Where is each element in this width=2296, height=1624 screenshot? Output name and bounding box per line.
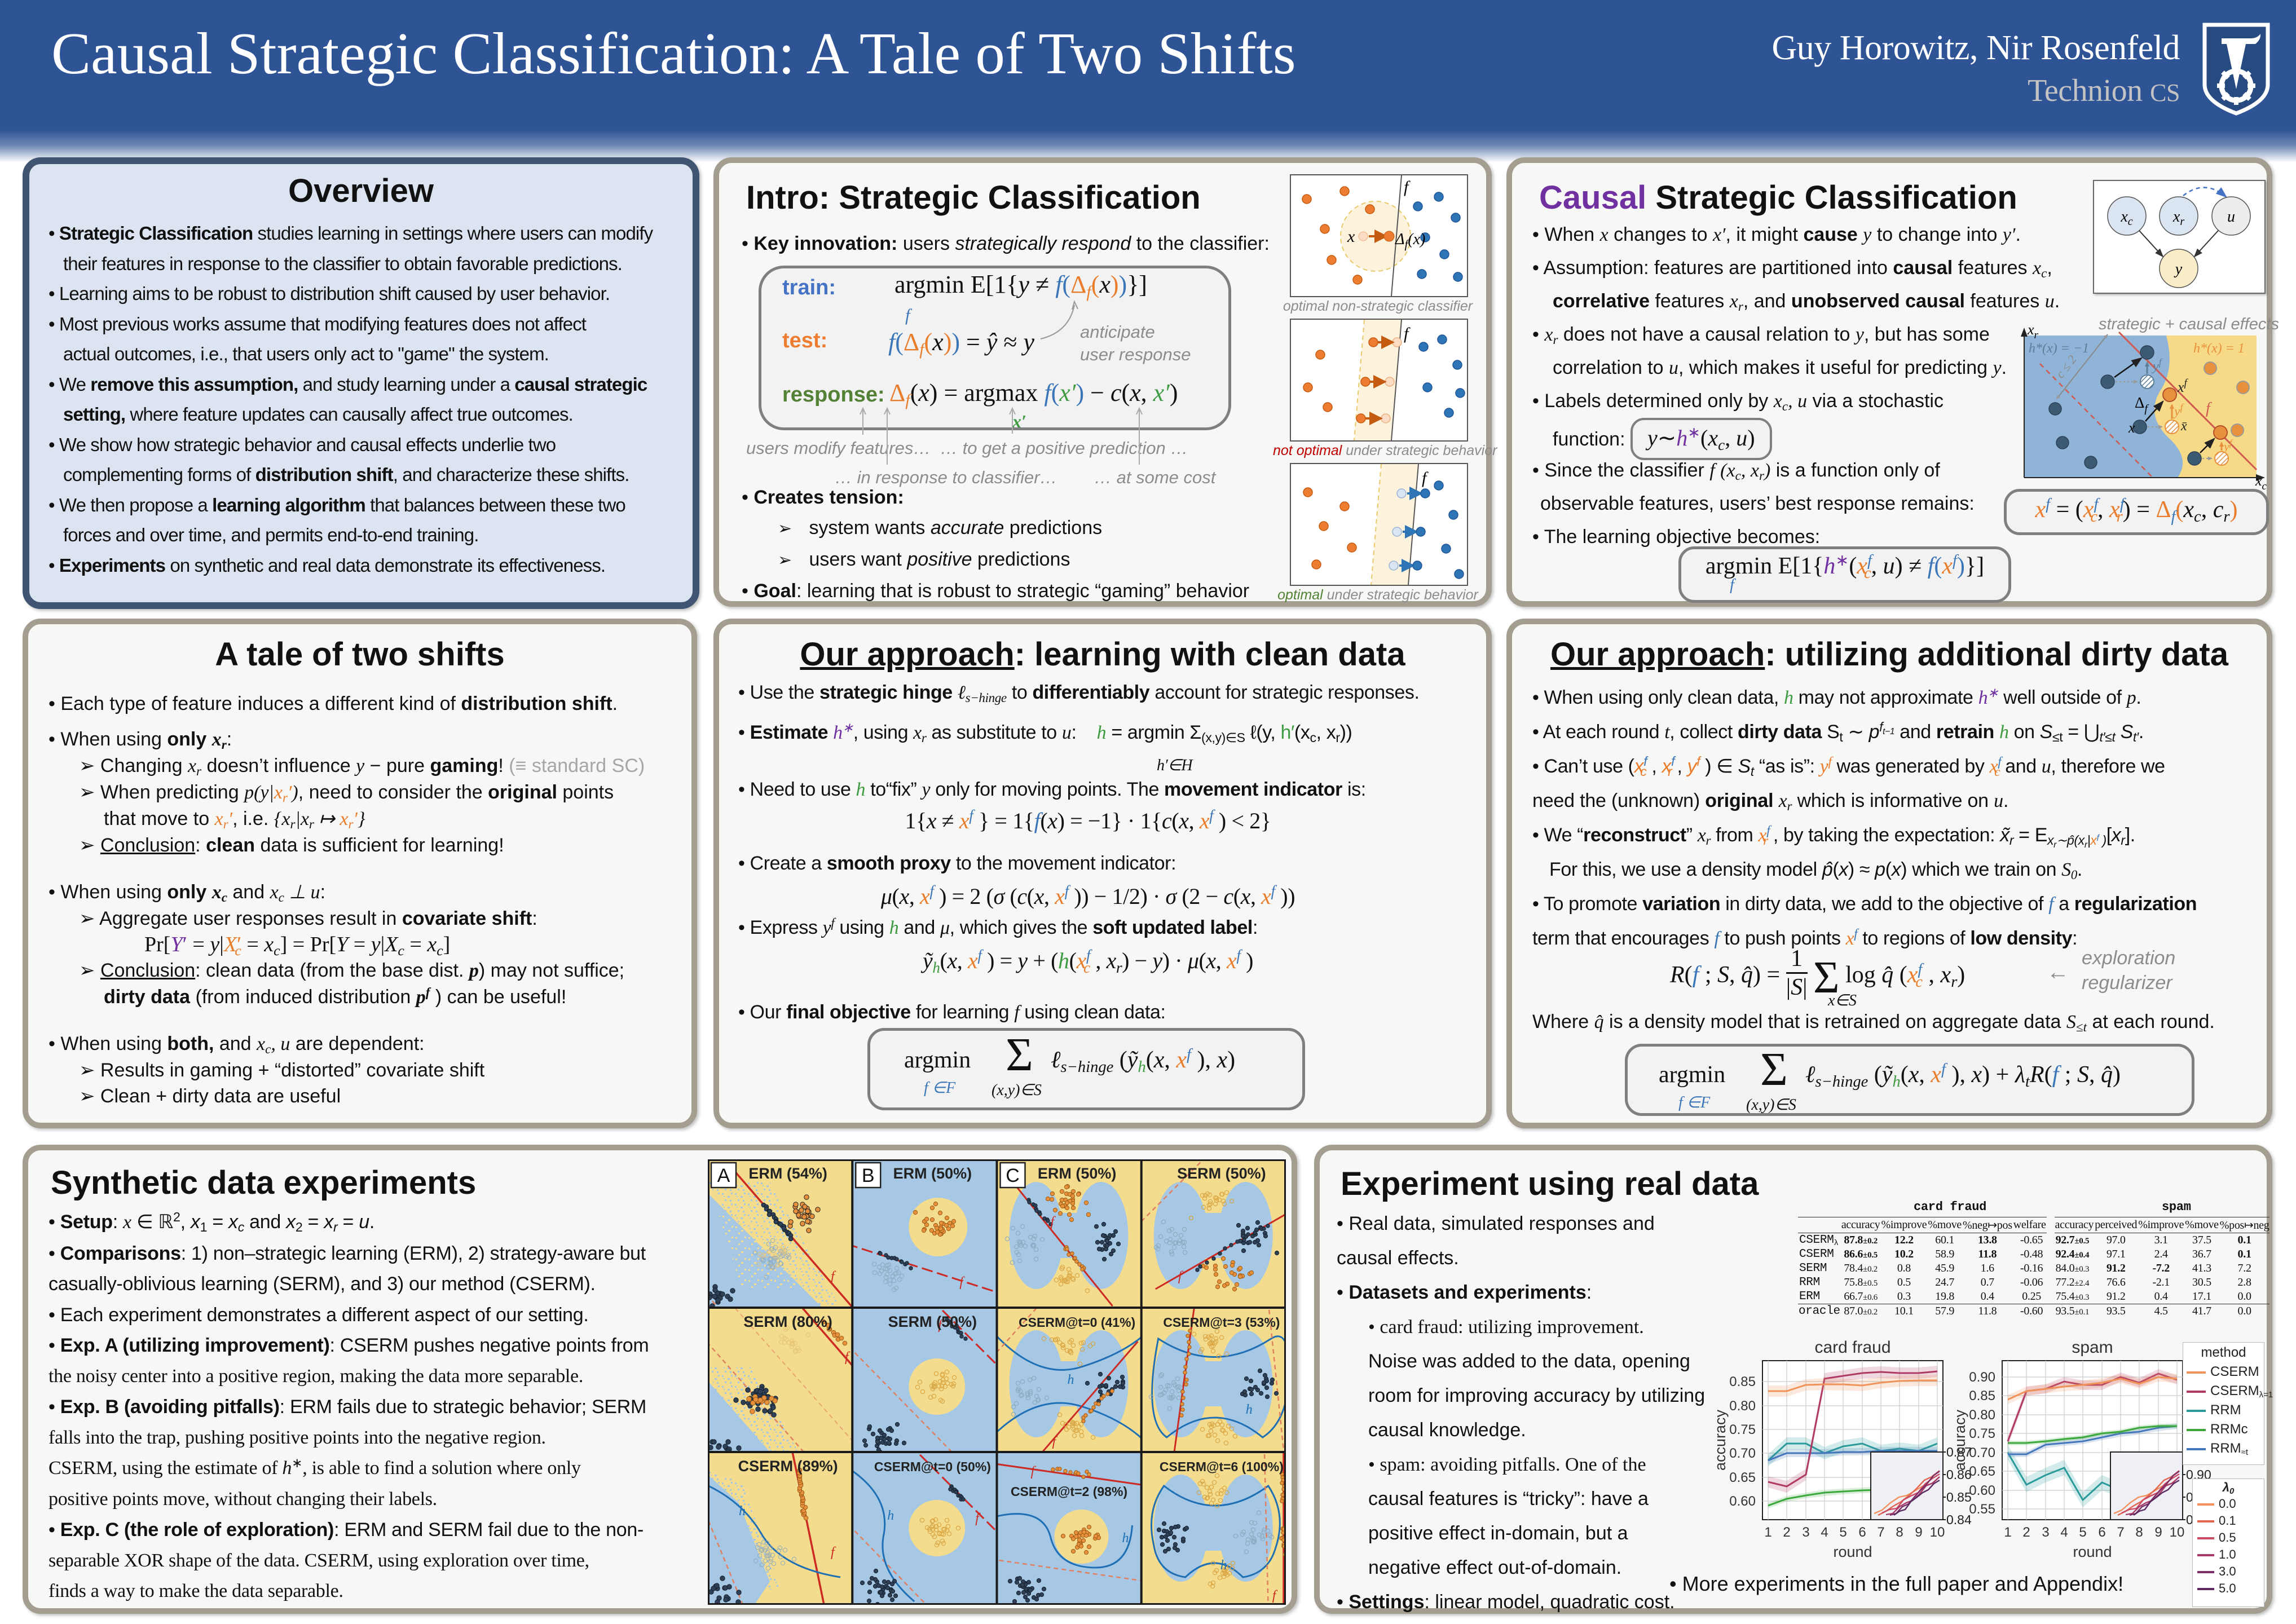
svg-text:0.70: 0.70 [1969,1445,1995,1460]
svg-text:f: f [831,1545,836,1560]
svg-text:0.85: 0.85 [1946,1490,1972,1504]
svg-text:CSERM@t=2 (98%): CSERM@t=2 (98%) [1011,1484,1127,1499]
svg-text:2: 2 [2022,1525,2030,1540]
svg-text:x: x [1347,227,1355,246]
svg-text:CSERM@t=3 (53%): CSERM@t=3 (53%) [1163,1315,1280,1330]
svg-text:6: 6 [1858,1525,1866,1540]
svg-text:1: 1 [2004,1525,2011,1540]
svg-text:SERM (80%): SERM (80%) [743,1313,832,1330]
svg-text:1: 1 [1764,1525,1771,1540]
svg-text:spam: spam [2072,1338,2113,1357]
svg-text:x: x [2128,420,2135,436]
svg-text:h: h [1220,1558,1227,1573]
svg-text:ERM (54%): ERM (54%) [748,1165,827,1182]
svg-text:B: B [862,1165,875,1186]
svg-text:0.60: 0.60 [1969,1483,1995,1498]
svg-text:SERM (50%): SERM (50%) [888,1313,977,1330]
svg-text:10: 10 [2170,1525,2185,1540]
svg-text:0.87: 0.87 [1946,1445,1972,1459]
svg-text:0.60: 0.60 [1729,1494,1756,1509]
svg-text:CSERM (89%): CSERM (89%) [738,1458,838,1475]
svg-text:h: h [887,1508,894,1523]
svg-text:0.65: 0.65 [1969,1464,1995,1479]
svg-text:round: round [1833,1543,1872,1560]
svg-text:f: f [975,1511,981,1526]
svg-text:0.86: 0.86 [1946,1467,1972,1482]
svg-text:3: 3 [2042,1525,2049,1540]
svg-text:7: 7 [1877,1525,1884,1540]
svg-text:f: f [1404,324,1411,343]
svg-text:f: f [1272,1588,1278,1603]
svg-text:h: h [1068,1373,1074,1387]
svg-text:8: 8 [1896,1525,1903,1540]
svg-text:f: f [1031,1464,1037,1479]
svg-text:round: round [2073,1543,2112,1560]
svg-text:0.80: 0.80 [1969,1407,1995,1423]
svg-text:A: A [717,1165,730,1186]
svg-text:9: 9 [1915,1525,1922,1540]
svg-text:u: u [2227,208,2235,226]
svg-text:accuracy: accuracy [1712,1409,1729,1471]
svg-text:0.55: 0.55 [1969,1502,1995,1517]
svg-text:f: f [831,1269,836,1284]
svg-text:0.70: 0.70 [1729,1446,1756,1461]
svg-text:ERM (50%): ERM (50%) [1038,1165,1117,1182]
svg-text:f: f [2206,400,2212,417]
svg-text:y: y [2174,261,2183,278]
svg-text:f: f [1051,1215,1056,1229]
svg-text:x̄: x̄ [2180,419,2187,434]
svg-text:card fraud: card fraud [1814,1338,1890,1357]
svg-text:0.75: 0.75 [1729,1422,1756,1437]
svg-text:8: 8 [2135,1525,2143,1540]
svg-text:6: 6 [2098,1525,2105,1540]
svg-text:5: 5 [2079,1525,2086,1540]
svg-text:CSERM@t=0 (41%): CSERM@t=0 (41%) [1019,1315,1135,1330]
svg-text:0.65: 0.65 [1729,1470,1756,1485]
svg-text:4: 4 [2060,1525,2068,1540]
svg-text:0.90: 0.90 [1969,1370,1995,1385]
svg-text:9: 9 [2154,1525,2162,1540]
svg-text:SERM (50%): SERM (50%) [1177,1165,1266,1182]
svg-text:f: f [959,1275,965,1290]
svg-text:7: 7 [2117,1525,2124,1540]
svg-text:accuracy: accuracy [1951,1409,1968,1471]
svg-text:3: 3 [1802,1525,1809,1540]
svg-text:CSERM@t=6 (100%): CSERM@t=6 (100%) [1160,1459,1284,1474]
svg-text:h*(x) = 1: h*(x) = 1 [2193,341,2245,356]
svg-text:CSERM@t=0 (50%): CSERM@t=0 (50%) [874,1459,991,1474]
svg-text:10: 10 [1930,1525,1945,1540]
svg-text:0.85: 0.85 [1729,1374,1756,1389]
svg-text:f: f [1052,1435,1058,1449]
svg-text:h: h [739,1504,746,1519]
svg-text:h: h [1122,1531,1129,1546]
svg-text:f: f [845,1350,850,1365]
svg-text:xr: xr [2027,325,2039,341]
svg-text:0.75: 0.75 [1969,1426,1995,1441]
svg-text:ERM (50%): ERM (50%) [893,1165,972,1182]
svg-text:h: h [1246,1402,1253,1417]
svg-text:0.85: 0.85 [1969,1388,1995,1404]
svg-text:h*(x) = −1: h*(x) = −1 [2029,341,2089,356]
svg-text:f: f [1422,469,1429,487]
svg-text:Δf(x): Δf(x) [1395,231,1425,251]
svg-text:4: 4 [1821,1525,1828,1540]
svg-text:2: 2 [1783,1525,1790,1540]
svg-text:f: f [938,1318,944,1332]
svg-text:C: C [1006,1165,1020,1186]
svg-text:0.80: 0.80 [1729,1398,1756,1414]
svg-text:f: f [1404,178,1411,196]
svg-text:5: 5 [1839,1525,1847,1540]
svg-text:0.84: 0.84 [1946,1512,1972,1527]
svg-text:f: f [1178,1269,1184,1284]
